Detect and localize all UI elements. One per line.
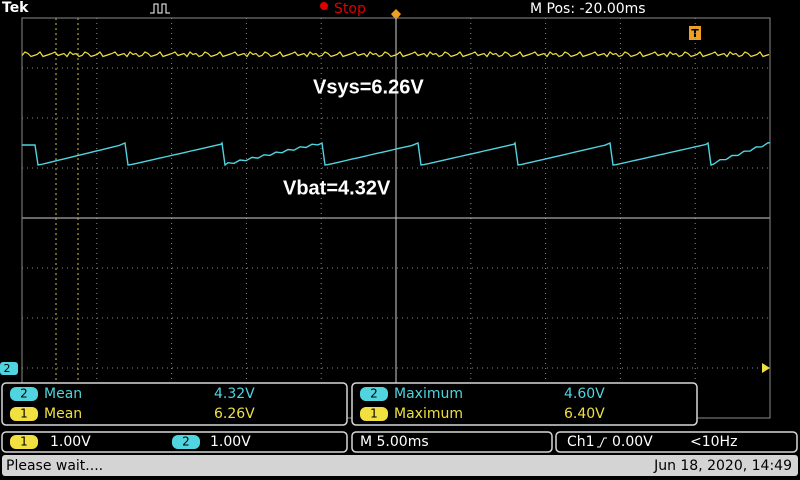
- graticule: [21, 17, 771, 419]
- horizontal-position: M Pos: -20.00ms: [530, 1, 646, 17]
- channel-badge: [10, 407, 38, 421]
- measurement-name: Mean: [44, 406, 82, 422]
- measurement-box: [1, 382, 348, 426]
- channel-badge: [360, 387, 388, 401]
- ch2-waveform: [22, 141, 771, 167]
- ch2-ground-marker: 2: [4, 362, 11, 375]
- status-bar: [2, 455, 798, 476]
- trigger-state-icon: [150, 3, 170, 14]
- ch1-ground-marker: [762, 363, 770, 373]
- acq-status: Stop: [334, 1, 366, 17]
- ch2-badge: [172, 435, 200, 449]
- timebase-box: [351, 431, 553, 453]
- channel-label: 2: [20, 387, 28, 401]
- channel-label: 1: [370, 407, 378, 421]
- measurement-name: Maximum: [394, 386, 463, 402]
- channel-badge: [10, 387, 38, 401]
- measurement-box: [351, 382, 698, 426]
- measurement-name: Maximum: [394, 406, 463, 422]
- status-datetime: Jun 18, 2020, 14:49: [653, 458, 792, 474]
- trigger-level: 0.00V: [612, 434, 653, 450]
- measurement-value: 6.40V: [564, 406, 605, 422]
- trigger-source: Ch1: [567, 434, 595, 450]
- ch2-ground-badge: [0, 362, 18, 375]
- measurement-value: 6.26V: [214, 406, 255, 422]
- channel-label: 1: [20, 407, 28, 421]
- measurement-value: 4.60V: [564, 386, 605, 402]
- annotation: Vsys=6.26V: [313, 76, 424, 98]
- trigger-frequency: <10Hz: [690, 434, 737, 450]
- timebase: M 5.00ms: [360, 434, 429, 450]
- ch2-label: 2: [182, 435, 190, 449]
- brand: Tek: [2, 0, 29, 16]
- ch1-scale: 1.00V: [50, 434, 91, 450]
- trigger-box: [555, 431, 798, 453]
- channel-label: 2: [370, 387, 378, 401]
- ch1-badge: [10, 435, 38, 449]
- measurement-value: 4.32V: [214, 386, 255, 402]
- ch1-waveform: [21, 51, 770, 58]
- stop-indicator: [320, 2, 328, 10]
- measurements: 2 Mean 4.32V 1 Mean 6.26V 2 Maximum 4.60V 1 Maximu…: [10, 386, 605, 422]
- status-message: Please wait....: [6, 458, 103, 474]
- trigger-position: [391, 9, 401, 20]
- ch1-label: 1: [20, 435, 28, 449]
- annotation: Vbat=4.32V: [283, 177, 391, 199]
- measurement-name: Mean: [44, 386, 82, 402]
- ch2-scale: 1.00V: [210, 434, 251, 450]
- rising-edge-icon: [597, 437, 607, 448]
- channel-badge: [360, 407, 388, 421]
- waveforms: [21, 51, 771, 167]
